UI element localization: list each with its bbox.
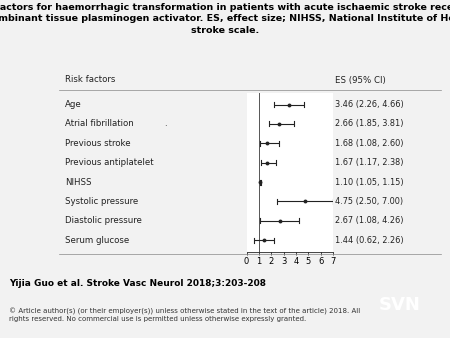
Text: Risk factors for haemorrhagic transformation in patients with acute ischaemic st: Risk factors for haemorrhagic transforma… [0,3,450,34]
Text: 1.10 (1.05, 1.15): 1.10 (1.05, 1.15) [335,177,404,187]
Text: 2.67 (1.08, 4.26): 2.67 (1.08, 4.26) [335,216,404,225]
Text: 1.67 (1.17, 2.38): 1.67 (1.17, 2.38) [335,158,404,167]
Text: Serum glucose: Serum glucose [65,236,130,245]
Text: © Article author(s) (or their employer(s)) unless otherwise stated in the text o: © Article author(s) (or their employer(s… [9,308,360,322]
Text: Atrial fibrillation: Atrial fibrillation [65,119,134,128]
Text: Systolic pressure: Systolic pressure [65,197,139,206]
Text: Yijia Guo et al. Stroke Vasc Neurol 2018;3:203-208: Yijia Guo et al. Stroke Vasc Neurol 2018… [9,279,266,288]
Text: 2.66 (1.85, 3.81): 2.66 (1.85, 3.81) [335,119,404,128]
Text: Diastolic pressure: Diastolic pressure [65,216,142,225]
Text: 4.75 (2.50, 7.00): 4.75 (2.50, 7.00) [335,197,403,206]
Text: Age: Age [65,100,82,109]
Text: SVN: SVN [378,296,420,314]
Text: Previous antiplatelet: Previous antiplatelet [65,158,154,167]
Text: 3.46 (2.26, 4.66): 3.46 (2.26, 4.66) [335,100,404,109]
Text: Previous stroke: Previous stroke [65,139,131,148]
Text: NIHSS: NIHSS [65,177,92,187]
Text: 1.68 (1.08, 2.60): 1.68 (1.08, 2.60) [335,139,404,148]
Text: 1.44 (0.62, 2.26): 1.44 (0.62, 2.26) [335,236,404,245]
Text: .: . [164,119,167,128]
Text: ES (95% CI): ES (95% CI) [335,75,386,84]
Text: Risk factors: Risk factors [65,75,116,84]
